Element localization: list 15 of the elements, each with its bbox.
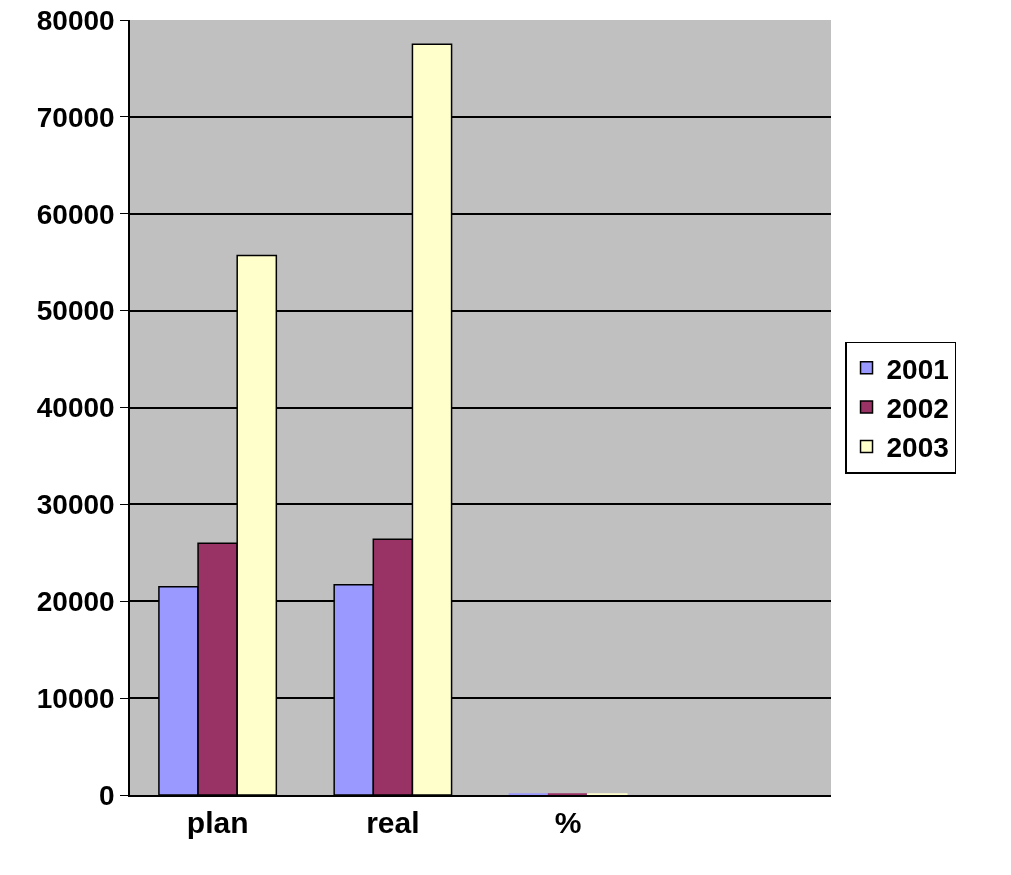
y-tick-label: 20000	[36, 586, 115, 618]
y-tick-label: 60000	[36, 198, 115, 230]
x-tick-label: plan	[186, 805, 249, 839]
y-tick-label: 50000	[36, 295, 115, 327]
y-tick-label: 0	[99, 779, 115, 811]
legend-label: 2001	[886, 353, 949, 385]
y-tick-label: 40000	[36, 392, 115, 424]
y-tick-label: 70000	[36, 101, 115, 133]
x-tick-label: %	[554, 805, 582, 839]
y-tick-label: 30000	[36, 489, 115, 521]
legend-label: 2002	[886, 393, 949, 425]
y-tick-label: 10000	[36, 682, 115, 714]
x-tick-label: real	[366, 805, 420, 839]
y-tick-label: 80000	[36, 4, 115, 36]
legend-label: 2003	[886, 432, 949, 464]
